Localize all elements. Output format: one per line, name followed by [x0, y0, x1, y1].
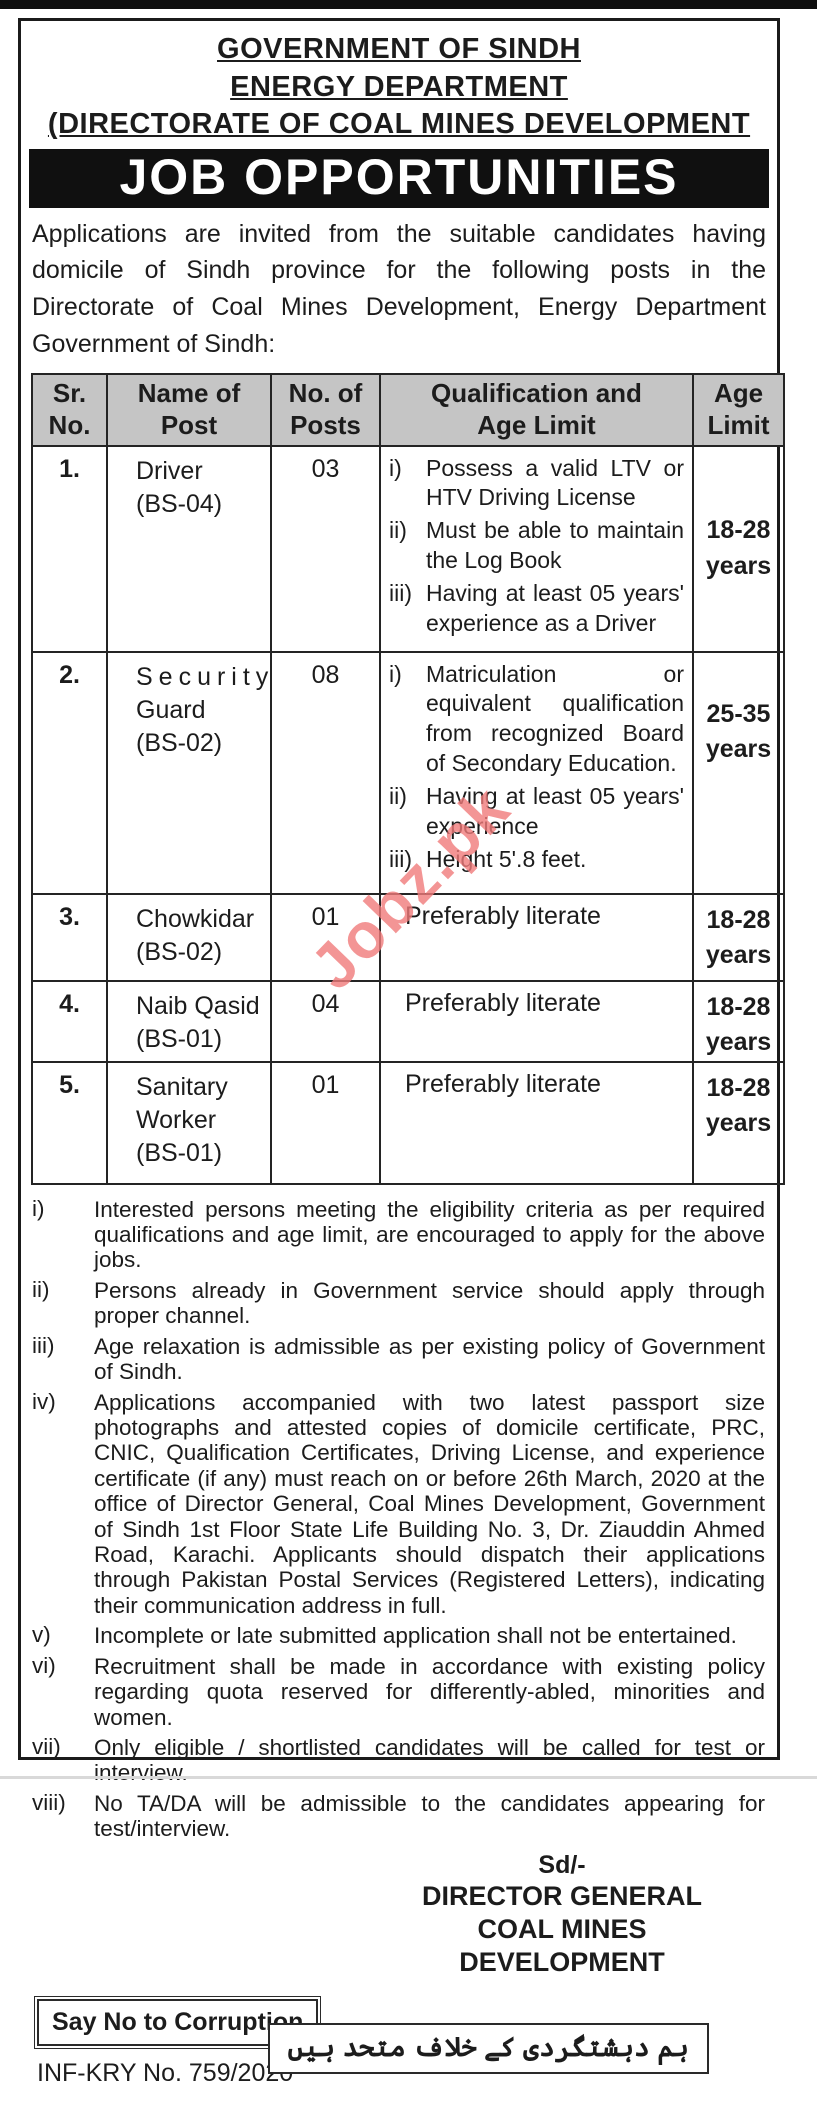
- qual-item: ii) Must be able to maintain the Log Book: [389, 517, 684, 574]
- note-item: v) Incomplete or late submitted applicati…: [32, 1622, 737, 1649]
- post-line: Naib Qasid: [136, 991, 260, 1020]
- post-line: (BS-01): [136, 1139, 223, 1168]
- qual-text: Preferably literate: [405, 1069, 601, 1098]
- sr-cell: 4.: [31, 979, 108, 1063]
- header-name-of-post: Name of Post: [106, 372, 272, 447]
- note-item: i) Interested persons meeting the eligibi…: [32, 1195, 765, 1273]
- note-item: ii) Persons already in Government service…: [32, 1276, 765, 1329]
- qual-text: Preferably literate: [405, 988, 601, 1017]
- table-row-chowkidar: 3. Chowkidar (BS-02) 01 Preferably liter…: [31, 892, 785, 982]
- age-cell: 25-35 years: [692, 650, 785, 895]
- advert-footer: Say No to Corruption INF-KRY No. 759/202…: [31, 1993, 767, 2103]
- age-cell: 18-28 years: [692, 892, 785, 982]
- qual-item: iii) Having at least 05 years' experience…: [389, 580, 684, 637]
- qualification-cell: Preferably literate: [379, 979, 694, 1063]
- note-item: vii) Only eligible / shortlisted candidat…: [32, 1734, 765, 1786]
- signature-org: COAL MINES DEVELOPMENT: [459, 1913, 665, 1977]
- count-cell: 08: [270, 650, 381, 895]
- table-header-row: Sr. No. Name of Post No. of Posts Qualif…: [31, 372, 785, 447]
- post-line: (BS-02): [136, 729, 223, 758]
- posts-table: Sr. No. Name of Post No. of Posts Qualif…: [31, 372, 785, 1185]
- signature-sd: Sd/-: [538, 1850, 586, 1879]
- table-row-naib-qasid: 4. Naib Qasid (BS-01) 04 Preferably lite…: [31, 979, 785, 1063]
- age-cell: 18-28 years: [692, 444, 785, 653]
- advert-header: GOVERNMENT OF SINDH ENERGY DEPARTMENT (D…: [31, 29, 767, 144]
- note-item: iv) Applications accompanied with two lat…: [32, 1388, 765, 1618]
- note-item: iii) Age relaxation is admissible as per …: [32, 1332, 765, 1385]
- table-row-security-guard: 2. Security Guard (BS-02) 08 i) Matricula…: [31, 650, 785, 895]
- page-bottom-rule: [0, 1776, 817, 1779]
- page-top-rule: [0, 0, 817, 9]
- post-line: Security: [136, 662, 275, 691]
- notes-list: i) Interested persons meeting the eligibi…: [32, 1195, 765, 1842]
- post-line: (BS-04): [136, 489, 223, 518]
- post-cell: Sanitary Worker (BS-01): [106, 1060, 272, 1185]
- post-line: Sanitary: [136, 1072, 228, 1101]
- signature-block: Sd/- DIRECTOR GENERAL COAL MINES DEVELOP…: [377, 1850, 747, 1979]
- count-cell: 01: [270, 1060, 381, 1185]
- post-line: Driver: [136, 456, 203, 485]
- urdu-slogan-box: ہم دہشتگردی کے خلاف متحد ہیں: [267, 2022, 709, 2074]
- post-line: (BS-02): [136, 937, 223, 966]
- post-cell: Driver (BS-04): [106, 444, 272, 653]
- title-line-directorate: (DIRECTORATE OF COAL MINES DEVELOPMENT: [47, 108, 751, 141]
- post-cell: Security Guard (BS-02): [106, 650, 275, 895]
- advert-frame: GOVERNMENT OF SINDH ENERGY DEPARTMENT (D…: [18, 18, 785, 2087]
- job-opportunities-banner: JOB OPPORTUNITIES: [29, 149, 769, 208]
- signature-title: DIRECTOR GENERAL: [421, 1880, 703, 1911]
- header-sr-no: Sr. No.: [31, 372, 108, 447]
- count-cell: 01: [270, 892, 381, 982]
- title-line-government: GOVERNMENT OF SINDH: [217, 33, 581, 65]
- sr-cell: 5.: [31, 1060, 108, 1185]
- age-cell: 18-28 years: [692, 1060, 785, 1185]
- qual-item: i) Matriculation or equivalent qualificat…: [389, 660, 684, 777]
- sr-cell: 1.: [31, 444, 108, 653]
- age-cell: 18-28 years: [692, 979, 785, 1063]
- post-line: Guard: [136, 695, 206, 724]
- title-line-department: ENERGY DEPARTMENT: [230, 70, 568, 103]
- qualification-cell: Preferably literate: [379, 1060, 694, 1185]
- post-cell: Chowkidar (BS-02): [106, 892, 272, 982]
- note-item: viii) No TA/DA will be admissible to the …: [32, 1789, 765, 1842]
- note-item: vi) Recruitment shall be made in accordan…: [32, 1652, 765, 1730]
- table-row-sanitary-worker: 5. Sanitary Worker (BS-01) 01 Preferably…: [31, 1060, 785, 1185]
- sr-cell: 2.: [31, 650, 108, 895]
- header-qualification: Qualification and Age Limit: [379, 372, 694, 447]
- count-cell: 03: [270, 444, 381, 653]
- qualification-cell: i) Possess a valid LTV or HTV Driving Lic…: [379, 444, 694, 653]
- qualification-cell: i) Matriculation or equivalent qualificat…: [379, 650, 694, 895]
- qual-item: iii) Height 5'.8 feet.: [389, 845, 587, 872]
- header-no-of-posts: No. of Posts: [270, 372, 381, 447]
- qual-item: ii) Having at least 05 years' experience: [389, 783, 684, 840]
- table-row-driver: 1. Driver (BS-04) 03 i) Possess a valid L…: [31, 444, 785, 653]
- post-line: Chowkidar: [136, 904, 255, 933]
- post-cell: Naib Qasid (BS-01): [106, 979, 272, 1063]
- qual-item: i) Possess a valid LTV or HTV Driving Lic…: [389, 454, 684, 511]
- count-cell: 04: [270, 979, 381, 1063]
- post-line: (BS-01): [136, 1024, 223, 1053]
- qualification-cell: Preferably literate: [379, 892, 694, 982]
- sr-cell: 3.: [31, 892, 108, 982]
- post-line: Worker: [136, 1105, 217, 1134]
- header-age-limit: Age Limit: [692, 372, 785, 447]
- intro-paragraph: Applications are invited from the suitab…: [32, 219, 766, 358]
- qual-text: Preferably literate: [405, 901, 601, 930]
